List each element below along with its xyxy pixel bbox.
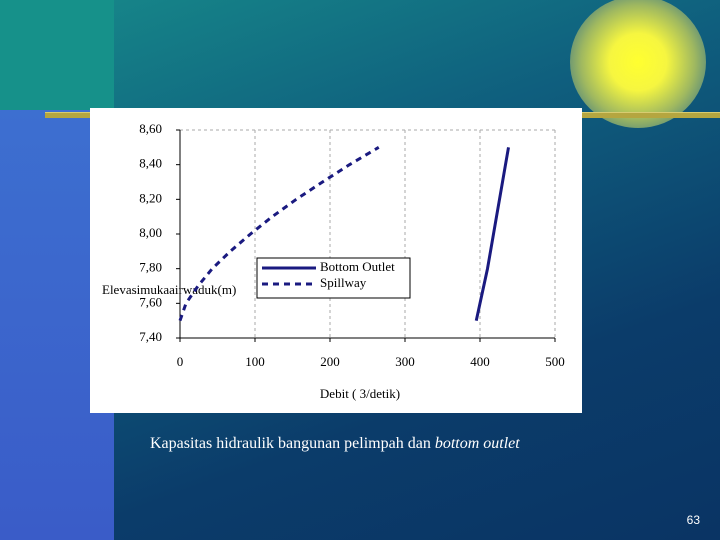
sun-decoration	[570, 0, 706, 128]
page-number: 63	[686, 513, 700, 527]
series-line	[474, 147, 510, 321]
background-strip	[0, 0, 114, 110]
x-tick-label: 500	[545, 354, 565, 369]
series-line	[178, 146, 380, 322]
x-tick-label: 100	[245, 354, 265, 369]
y-tick-label: 8,60	[139, 121, 162, 136]
legend-label: Bottom Outlet	[320, 259, 395, 274]
caption: Kapasitas hidraulik bangunan pelimpah da…	[150, 434, 570, 454]
y-tick-label: 8,00	[139, 225, 162, 240]
legend-label: Spillway	[320, 275, 367, 290]
caption-italic: bottom outlet	[434, 435, 520, 452]
x-tick-label: 0	[177, 354, 184, 369]
caption-text: Kapasitas hidraulik bangunan pelimpah da…	[150, 435, 435, 452]
x-axis-label: Debit ( 3/detik)	[320, 386, 400, 401]
x-tick-label: 400	[470, 354, 490, 369]
y-tick-label: 8,20	[139, 190, 162, 205]
y-tick-label: 7,40	[139, 329, 162, 344]
y-tick-label: 8,40	[139, 156, 162, 171]
x-tick-label: 300	[395, 354, 415, 369]
y-axis-label: Elevasimukaairwaduk(m)	[102, 282, 236, 297]
x-tick-label: 200	[320, 354, 340, 369]
y-tick-label: 7,80	[139, 260, 162, 275]
chart: Debit ( 3/detik) Elevasimukaairwaduk(m) …	[90, 108, 582, 413]
y-tick-label: 7,60	[139, 294, 162, 309]
legend-box	[256, 257, 411, 299]
